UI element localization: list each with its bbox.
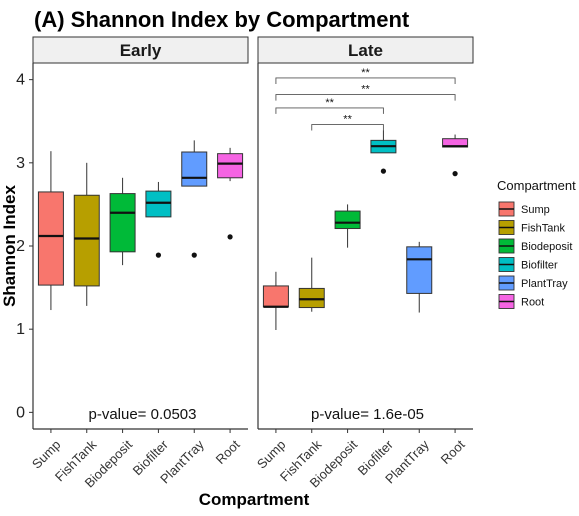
box-planttray	[181, 140, 208, 258]
legend-entry-sump: Sump	[498, 201, 550, 217]
box-biofilter	[370, 130, 397, 174]
box-sump	[262, 271, 289, 331]
p-value-label: p-value= 1.6e-05	[311, 406, 424, 423]
box-iqr	[406, 246, 433, 294]
legend: Compartment Sump FishTank Biodeposit Biofil…	[497, 178, 576, 309]
legend-label: Root	[521, 297, 544, 309]
bracket-line	[275, 94, 456, 101]
box-iqr	[109, 193, 136, 253]
legend-title: Compartment	[497, 178, 576, 193]
y-axis-title: Shannon Index	[0, 185, 19, 307]
y-tick-label: 3	[16, 155, 25, 172]
strip-background	[257, 36, 474, 64]
strip-label: Early	[120, 41, 162, 60]
strip-background	[32, 36, 249, 64]
legend-entry-biodeposit: Biodeposit	[498, 238, 572, 254]
box-root	[217, 147, 244, 240]
chart-title: (A) Shannon Index by Compartment	[34, 7, 410, 32]
significance-bracket: **	[311, 114, 384, 131]
significance-label: **	[325, 97, 334, 109]
outlier-point	[227, 234, 233, 240]
box-planttray	[406, 241, 433, 313]
significance-label: **	[361, 84, 370, 96]
box-fishtank	[298, 257, 325, 312]
legend-label: Biofilter	[521, 260, 558, 272]
box-root	[442, 134, 469, 177]
box-iqr	[217, 153, 244, 179]
x-tick-label: Root	[438, 437, 468, 467]
box-fishtank	[73, 162, 100, 306]
x-tick-label: Root	[213, 437, 243, 467]
p-value-label: p-value= 0.0503	[88, 406, 196, 423]
significance-bracket: **	[275, 67, 456, 84]
legend-label: Biodeposit	[521, 241, 572, 253]
box-iqr	[37, 191, 64, 286]
legend-entry-biofilter: Biofilter	[498, 257, 558, 272]
significance-label: **	[361, 67, 370, 79]
legend-label: Sump	[521, 204, 550, 216]
y-tick-label: 0	[16, 404, 25, 421]
bracket-line	[275, 107, 384, 114]
outlier-point	[452, 171, 458, 177]
bracket-line	[275, 77, 456, 84]
legend-label: FishTank	[521, 223, 566, 235]
box-sump	[37, 151, 64, 311]
panel-late: LateSumpFishTankBiodepositBiofilterPlant…	[254, 36, 474, 490]
box-iqr	[262, 285, 289, 308]
legend-label: PlantTray	[521, 278, 568, 290]
significance-bracket: **	[275, 84, 456, 101]
box-iqr	[73, 194, 100, 287]
significance-bracket: **	[275, 97, 384, 114]
box-biofilter	[145, 181, 172, 258]
outlier-point	[191, 252, 197, 258]
legend-entry-root: Root	[498, 294, 544, 309]
x-axis-title: Compartment	[199, 490, 310, 509]
box-iqr	[145, 190, 172, 218]
box-iqr	[334, 210, 361, 230]
outlier-point	[380, 168, 387, 174]
significance-label: **	[343, 114, 352, 126]
panel-early: EarlySumpFishTankBiodepositBiofilterPlan…	[29, 36, 249, 490]
box-biodeposit	[334, 204, 361, 248]
y-tick-label: 1	[16, 321, 25, 338]
y-tick-label: 2	[16, 238, 25, 255]
box-iqr	[181, 151, 208, 187]
bracket-line	[311, 124, 384, 131]
box-iqr	[298, 287, 325, 309]
strip-label: Late	[348, 41, 383, 60]
box-biodeposit	[109, 177, 136, 266]
legend-entry-fishtank: FishTank	[498, 220, 566, 235]
outlier-point	[155, 252, 162, 258]
y-tick-label: 4	[16, 72, 25, 89]
legend-entry-planttray: PlantTray	[498, 275, 568, 291]
facet-panels: 0 1 2 3 4EarlySumpFishTankBiodepositBiofilte…	[16, 36, 474, 490]
